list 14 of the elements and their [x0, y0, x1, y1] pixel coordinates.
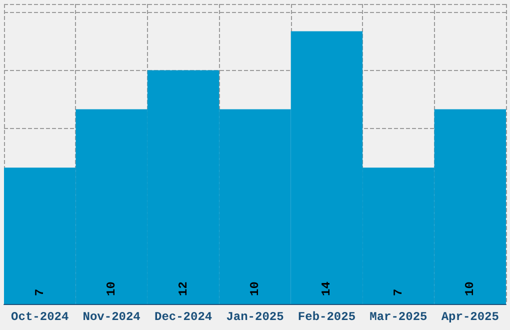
x-tick-label: Dec-2024 [154, 310, 212, 324]
x-tick-label: Apr-2025 [441, 310, 499, 324]
data-label: 10 [104, 282, 119, 296]
data-label: 10 [463, 282, 478, 296]
x-tick-label: Oct-2024 [11, 310, 69, 324]
x-tick-label: Jan-2025 [226, 310, 284, 324]
data-label: 7 [391, 288, 406, 296]
x-tick-label: Feb-2025 [298, 310, 356, 324]
data-label: 14 [320, 282, 334, 296]
x-tick-label: Nov-2024 [82, 310, 140, 324]
data-label: 10 [248, 282, 262, 296]
data-label: 7 [32, 288, 47, 296]
x-tick-label: Mar-2025 [370, 310, 428, 324]
data-label: 12 [176, 282, 190, 296]
